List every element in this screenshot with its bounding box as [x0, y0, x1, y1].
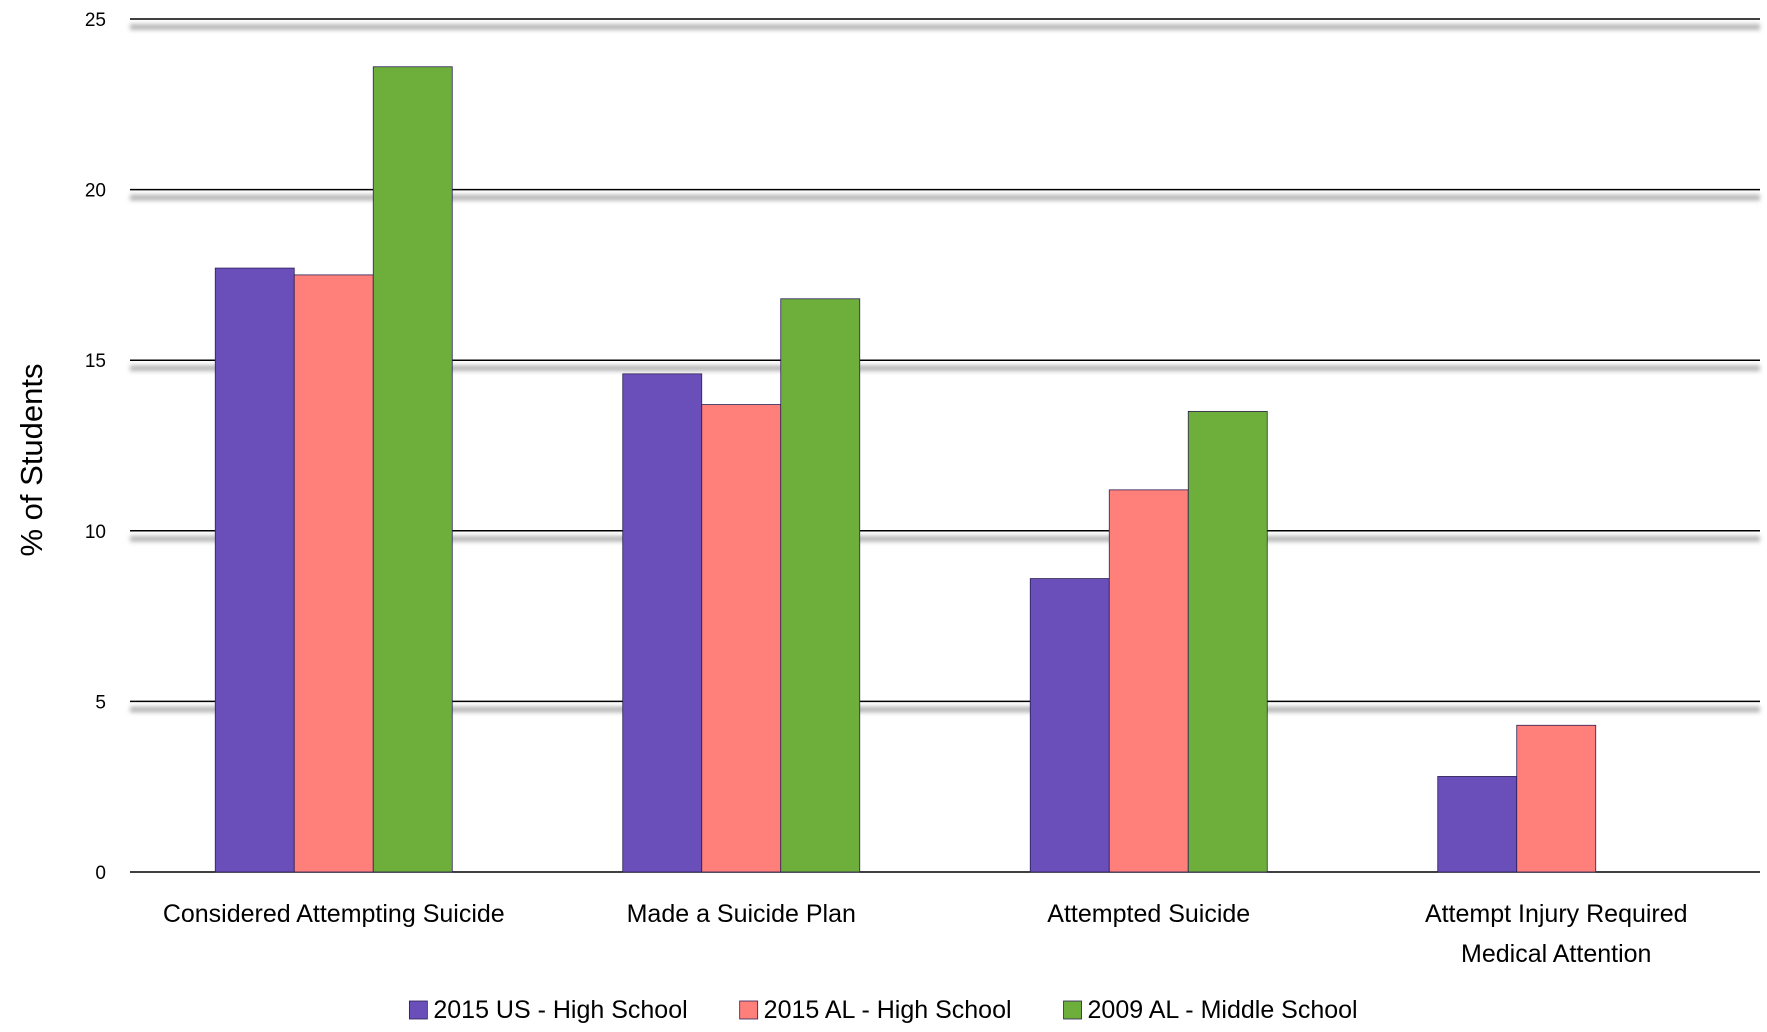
bar	[372, 66, 453, 873]
bar	[1437, 776, 1518, 873]
x-axis-categories: Considered Attempting Suicide Made a Suic…	[163, 900, 1688, 968]
gridline-shadow	[130, 194, 1760, 201]
bar	[701, 404, 782, 873]
bar	[293, 274, 374, 873]
y-axis-ticks: 0 5 10 15 20 25	[85, 10, 106, 884]
bar	[1516, 724, 1597, 873]
y-tick-label: 5	[95, 692, 106, 713]
y-tick-label: 0	[95, 863, 106, 884]
legend: 2015 US - High School 2015 AL - High Scho…	[408, 996, 1358, 1024]
x-category-label: Attempt Injury Required Medical Attention	[1425, 900, 1688, 968]
y-tick-label: 10	[85, 522, 106, 543]
y-tick-label: 15	[85, 351, 106, 372]
gridline-shadow	[130, 706, 1760, 713]
bar	[1029, 578, 1110, 873]
y-tick-label: 25	[85, 10, 106, 31]
bar	[622, 373, 703, 873]
bar	[1187, 410, 1268, 873]
bar	[780, 298, 861, 873]
gridline-shadow	[130, 365, 1760, 372]
legend-label: 2009 AL - Middle School	[1088, 996, 1358, 1024]
y-axis-label: % of Students	[14, 363, 49, 556]
bars	[214, 66, 1597, 873]
legend-swatch	[1063, 1000, 1082, 1020]
legend-swatch	[408, 1000, 428, 1020]
x-category-label: Attempted Suicide	[1047, 900, 1250, 928]
bar	[214, 267, 295, 873]
x-category-label: Made a Suicide Plan	[627, 900, 856, 928]
gridline-shadow	[130, 535, 1760, 542]
x-category-label: Considered Attempting Suicide	[163, 900, 505, 928]
legend-swatch	[739, 1000, 759, 1020]
legend-label: 2015 US - High School	[433, 996, 687, 1024]
legend-label: 2015 AL - High School	[764, 996, 1012, 1024]
bar	[1108, 489, 1189, 873]
gridline-shadow	[130, 24, 1760, 30]
y-tick-label: 20	[85, 181, 106, 202]
